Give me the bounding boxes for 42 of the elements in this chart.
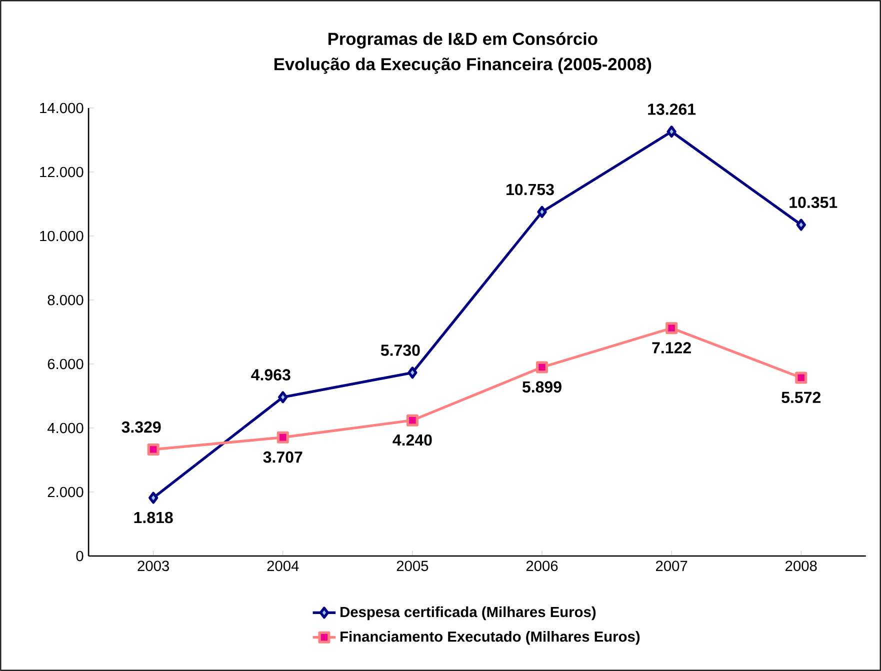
data-label: 3.329: [122, 421, 161, 433]
chart-title: Programas de I&D em Consórcio: [328, 32, 598, 49]
legend-label: Financiamento Executado (Milhares Euros): [340, 631, 640, 645]
point: [278, 391, 288, 404]
point: [796, 218, 806, 231]
x-tick-label: 2007: [656, 560, 688, 572]
y-tick-label: 12.000: [40, 166, 84, 178]
point: [536, 361, 548, 374]
data-label: 4.963: [251, 369, 290, 380]
legend-label: Despesa certificada (Milhares Euros): [340, 606, 596, 620]
x-tick-label: 2006: [526, 560, 558, 572]
point: [147, 443, 160, 456]
point: [666, 126, 676, 138]
data-label: 5.899: [522, 381, 562, 393]
point: [408, 366, 418, 379]
data-label: 7.122: [652, 342, 691, 354]
y-tick-label: 14.000: [40, 102, 84, 114]
data-label: 10.351: [790, 196, 838, 208]
point: [276, 431, 289, 444]
data-label: 3.707: [263, 451, 302, 463]
chart-subtitle: Evolução da Execução Financeira (2005-2008): [274, 58, 652, 74]
x-tick-label: 2004: [267, 560, 299, 572]
point: [406, 414, 418, 426]
x-tick-label: 2008: [786, 560, 817, 572]
data-label: 5.730: [380, 344, 420, 356]
point: [666, 322, 678, 334]
data-label: 4.240: [392, 434, 432, 446]
y-tick-label: 8.000: [48, 294, 84, 306]
point: [148, 492, 158, 504]
data-label: 10.753: [506, 184, 554, 196]
x-tick-label: 2003: [138, 560, 169, 572]
y-tick-label: 6.000: [48, 358, 84, 370]
point: [537, 206, 547, 218]
y-tick-label: 2.000: [48, 486, 84, 498]
point: [795, 372, 808, 384]
x-tick-label: 2005: [396, 560, 428, 572]
y-tick-label: 0: [76, 550, 84, 562]
data-label: 1.818: [134, 512, 173, 524]
y-tick-label: 10.000: [40, 230, 84, 242]
data-label: 5.572: [782, 392, 820, 404]
y-tick-label: 4.000: [47, 422, 84, 434]
data-label: 13.261: [648, 104, 696, 115]
